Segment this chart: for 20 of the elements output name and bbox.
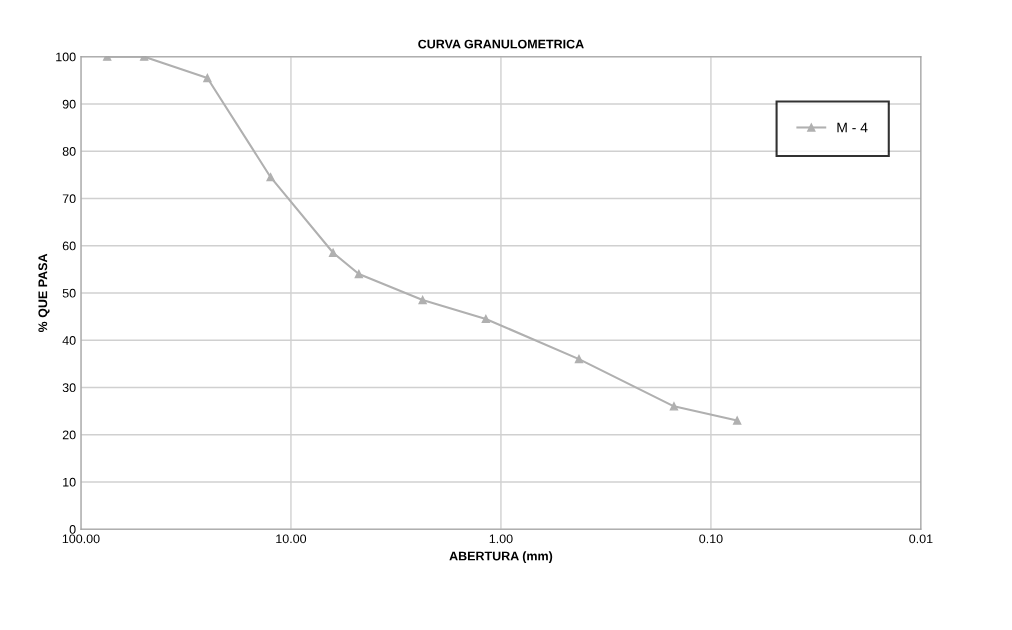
y-tick-label: 30 xyxy=(62,383,76,393)
chart-title: CURVA GRANULOMETRICA xyxy=(418,39,584,49)
x-axis-title: ABERTURA (mm) xyxy=(449,551,553,563)
y-tick-label: 20 xyxy=(62,430,76,440)
x-tick-label: 10.00 xyxy=(276,534,307,544)
y-tick-label: 10 xyxy=(63,477,76,487)
x-tick-label: 0.01 xyxy=(909,534,933,544)
y-tick-label: 60 xyxy=(62,241,76,251)
y-tick-label: 80 xyxy=(62,147,76,156)
x-tick-label: 100.00 xyxy=(62,534,100,544)
x-tick-label: 1.00 xyxy=(489,534,513,544)
y-tick-label: 40 xyxy=(62,336,76,345)
y-tick-label: 50 xyxy=(62,288,76,298)
y-tick-label: 90 xyxy=(62,99,76,109)
y-axis-title: % QUE PASA xyxy=(38,253,50,333)
x-tick-label: 0.10 xyxy=(699,534,723,544)
y-tick-label: 0 xyxy=(69,525,76,534)
y-tick-label: 70 xyxy=(62,194,76,204)
legend-label: M - 4 xyxy=(837,122,868,133)
y-tick-label: 100 xyxy=(56,52,76,62)
